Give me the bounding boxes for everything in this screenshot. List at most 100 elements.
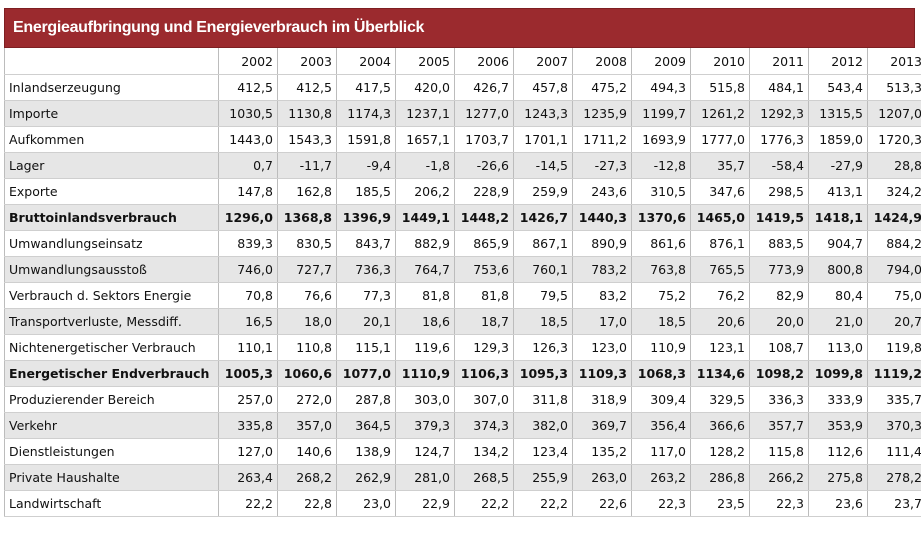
- row-label: Inlandserzeugung: [5, 75, 219, 101]
- value-cell: 259,9: [514, 179, 573, 205]
- year-header: 2008: [573, 48, 632, 75]
- value-cell: -12,8: [632, 153, 691, 179]
- value-cell: 1777,0: [691, 127, 750, 153]
- value-cell: 298,5: [750, 179, 809, 205]
- value-cell: 1776,3: [750, 127, 809, 153]
- value-cell: 135,2: [573, 439, 632, 465]
- value-cell: 1370,6: [632, 205, 691, 231]
- value-cell: 309,4: [632, 387, 691, 413]
- value-cell: 206,2: [396, 179, 455, 205]
- value-cell: 1368,8: [278, 205, 337, 231]
- value-cell: 22,2: [514, 491, 573, 517]
- value-cell: 123,0: [573, 335, 632, 361]
- value-cell: 1119,2: [868, 361, 921, 387]
- row-label: Nichtenergetischer Verbrauch: [5, 335, 219, 361]
- value-cell: 307,0: [455, 387, 514, 413]
- value-cell: 800,8: [809, 257, 868, 283]
- value-cell: 22,8: [278, 491, 337, 517]
- value-cell: 353,9: [809, 413, 868, 439]
- value-cell: 124,7: [396, 439, 455, 465]
- value-cell: 112,6: [809, 439, 868, 465]
- value-cell: 185,5: [337, 179, 396, 205]
- value-cell: 1130,8: [278, 101, 337, 127]
- value-cell: 28,8: [868, 153, 921, 179]
- value-cell: -27,3: [573, 153, 632, 179]
- value-cell: 1711,2: [573, 127, 632, 153]
- row-label: Private Haushalte: [5, 465, 219, 491]
- value-cell: 1448,2: [455, 205, 514, 231]
- value-cell: 1110,9: [396, 361, 455, 387]
- value-cell: 1449,1: [396, 205, 455, 231]
- value-cell: 494,3: [632, 75, 691, 101]
- row-label: Lager: [5, 153, 219, 179]
- value-cell: 138,9: [337, 439, 396, 465]
- value-cell: 884,2: [868, 231, 921, 257]
- value-cell: 126,3: [514, 335, 573, 361]
- row-label: Bruttoinlandsverbrauch: [5, 205, 219, 231]
- value-cell: 18,5: [514, 309, 573, 335]
- value-cell: 81,8: [455, 283, 514, 309]
- value-cell: 765,5: [691, 257, 750, 283]
- value-cell: 426,7: [455, 75, 514, 101]
- value-cell: 1543,3: [278, 127, 337, 153]
- value-cell: 1134,6: [691, 361, 750, 387]
- value-cell: 22,3: [750, 491, 809, 517]
- value-cell: 134,2: [455, 439, 514, 465]
- value-cell: 266,2: [750, 465, 809, 491]
- value-cell: 1657,1: [396, 127, 455, 153]
- value-cell: 318,9: [573, 387, 632, 413]
- value-cell: 82,9: [750, 283, 809, 309]
- value-cell: -9,4: [337, 153, 396, 179]
- value-cell: 1296,0: [219, 205, 278, 231]
- value-cell: 1465,0: [691, 205, 750, 231]
- value-cell: 20,7: [868, 309, 921, 335]
- value-cell: 356,4: [632, 413, 691, 439]
- value-cell: 23,5: [691, 491, 750, 517]
- value-cell: 1095,3: [514, 361, 573, 387]
- value-cell: 865,9: [455, 231, 514, 257]
- value-cell: 1060,6: [278, 361, 337, 387]
- row-label: Dienstleistungen: [5, 439, 219, 465]
- value-cell: 162,8: [278, 179, 337, 205]
- value-cell: 1207,0: [868, 101, 921, 127]
- year-header: 2009: [632, 48, 691, 75]
- value-cell: 753,6: [455, 257, 514, 283]
- value-cell: 1077,0: [337, 361, 396, 387]
- value-cell: 20,1: [337, 309, 396, 335]
- value-cell: 119,6: [396, 335, 455, 361]
- value-cell: 882,9: [396, 231, 455, 257]
- value-cell: 1292,3: [750, 101, 809, 127]
- value-cell: 23,0: [337, 491, 396, 517]
- value-cell: 1243,3: [514, 101, 573, 127]
- value-cell: 457,8: [514, 75, 573, 101]
- value-cell: 22,6: [573, 491, 632, 517]
- row-label: Transportverluste, Messdiff.: [5, 309, 219, 335]
- value-cell: 364,5: [337, 413, 396, 439]
- value-cell: 867,1: [514, 231, 573, 257]
- value-cell: 262,9: [337, 465, 396, 491]
- value-cell: 1424,9: [868, 205, 921, 231]
- value-cell: 760,1: [514, 257, 573, 283]
- value-cell: 16,5: [219, 309, 278, 335]
- value-cell: 1277,0: [455, 101, 514, 127]
- value-cell: 18,6: [396, 309, 455, 335]
- value-cell: 17,0: [573, 309, 632, 335]
- value-cell: 108,7: [750, 335, 809, 361]
- row-label: Verbrauch d. Sektors Energie: [5, 283, 219, 309]
- value-cell: 281,0: [396, 465, 455, 491]
- value-cell: 379,3: [396, 413, 455, 439]
- value-cell: 890,9: [573, 231, 632, 257]
- value-cell: 1261,2: [691, 101, 750, 127]
- value-cell: 75,0: [868, 283, 921, 309]
- value-cell: 129,3: [455, 335, 514, 361]
- value-cell: 736,3: [337, 257, 396, 283]
- value-cell: 1237,1: [396, 101, 455, 127]
- value-cell: 110,8: [278, 335, 337, 361]
- value-cell: 1068,3: [632, 361, 691, 387]
- value-cell: 763,8: [632, 257, 691, 283]
- value-cell: 1693,9: [632, 127, 691, 153]
